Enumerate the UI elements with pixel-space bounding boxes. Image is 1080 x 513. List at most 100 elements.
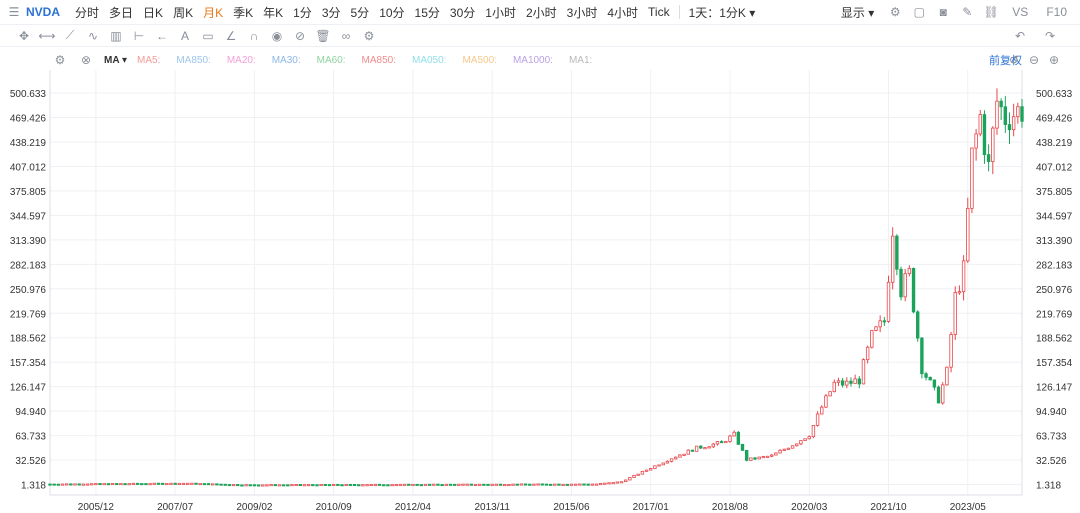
candle-body <box>181 482 186 485</box>
candle-body <box>465 483 469 486</box>
x-tick-label: 2007/07 <box>157 502 194 513</box>
candle-body <box>1003 106 1008 125</box>
period-15[interactable]: 3小时 <box>566 5 598 20</box>
ma-item-0: MA5: <box>137 54 161 66</box>
symbol-label[interactable]: NVDA <box>26 5 61 19</box>
display-dropdown[interactable]: 显示 ▾ <box>840 5 875 20</box>
candle-body <box>160 482 165 485</box>
period-9[interactable]: 5分 <box>350 5 370 20</box>
ma-item-9: MA1: <box>568 54 593 66</box>
comment-tool-icon[interactable]: ▭ <box>202 28 214 43</box>
period-12[interactable]: 30分 <box>449 5 476 20</box>
candle-body <box>886 281 891 322</box>
candlestick-chart[interactable]: 1.318 32.526 63.733 94.940 126.147 157.354 188… <box>0 70 1080 513</box>
period-0[interactable]: 分时 <box>75 5 100 20</box>
layout-icon[interactable]: ▢ <box>913 5 925 19</box>
menu-icon[interactable]: ☰ <box>8 5 20 19</box>
settings-icon[interactable]: ⚙ <box>889 5 901 19</box>
candle-body <box>369 483 373 486</box>
period-4[interactable]: 月K <box>203 5 224 20</box>
period-11[interactable]: 15分 <box>414 5 440 20</box>
candle-body <box>978 114 982 135</box>
candle-body <box>331 483 336 486</box>
indicator-name[interactable]: MA ▾ <box>104 54 127 66</box>
zoom-in-icon[interactable]: ⊕ <box>1048 53 1060 67</box>
candle-body <box>828 391 832 397</box>
candle-body <box>223 483 227 486</box>
draw-icon[interactable]: ✎ <box>962 5 973 19</box>
period-17[interactable]: Tick <box>648 5 670 19</box>
candle-body <box>219 483 223 486</box>
arrow-tool-icon[interactable]: ← <box>156 28 168 43</box>
indicator-close-icon[interactable]: ⊗ <box>80 53 92 67</box>
candle-body <box>803 438 807 441</box>
candle-body <box>757 456 761 460</box>
polyline-tool-icon[interactable]: ⟋ <box>65 28 75 42</box>
candle-body <box>319 483 323 486</box>
candle-body <box>490 483 494 486</box>
candle-body <box>419 484 423 487</box>
period-14[interactable]: 2小时 <box>525 5 557 20</box>
f10-button[interactable]: F10 <box>1046 5 1067 19</box>
candle-body <box>52 483 56 486</box>
candle-body <box>740 443 745 451</box>
link-tool-icon[interactable]: ∞ <box>341 28 351 43</box>
candle-body <box>315 484 319 487</box>
candle-body <box>649 468 653 471</box>
hide-icon[interactable]: ⊘ <box>294 28 306 43</box>
candle-body <box>953 292 957 335</box>
trash-icon[interactable]: 🗑 <box>315 28 331 43</box>
ma-item-5: MA850: <box>361 54 396 66</box>
tool-settings-icon[interactable]: ⚙ <box>363 28 375 43</box>
period-16[interactable]: 4小时 <box>607 5 639 20</box>
ma-item-1: MA850: <box>176 54 211 66</box>
zoom-out-icon[interactable]: ⊖ <box>1028 53 1040 67</box>
x-tick-label: 2009/02 <box>236 502 273 513</box>
redo-icon[interactable]: ↷ <box>1044 28 1056 43</box>
candle-body <box>286 484 290 487</box>
measure-tool-icon[interactable]: ▥ <box>110 28 122 43</box>
link-icon[interactable]: ⛓ <box>983 5 999 19</box>
range-tool-icon[interactable]: ⊢ <box>133 28 145 43</box>
period-7[interactable]: 1分 <box>293 5 312 20</box>
period-6[interactable]: 年K <box>263 5 284 20</box>
candle-body <box>924 373 928 378</box>
candle-body <box>1016 106 1020 118</box>
eye-icon[interactable]: ◉ <box>271 28 283 43</box>
range-select[interactable]: 1天：1分K ▾ <box>688 5 756 20</box>
period-10[interactable]: 10分 <box>379 5 405 20</box>
candle-body <box>586 483 590 486</box>
period-3[interactable]: 周K <box>173 5 194 20</box>
period-8[interactable]: 3分 <box>321 5 341 20</box>
candle-body <box>302 484 307 487</box>
ma-item-4: MA60: <box>316 54 346 66</box>
period-1[interactable]: 多日 <box>109 5 134 20</box>
candle-body <box>632 474 636 478</box>
x-tick-label: 2005/12 <box>78 502 115 513</box>
line-tool-icon[interactable]: ⟷ <box>38 28 56 43</box>
period-5[interactable]: 季K <box>233 5 254 20</box>
camera-icon[interactable]: ◙ <box>939 5 947 19</box>
candle-body <box>507 484 511 487</box>
candle-body <box>169 482 173 485</box>
candle-body <box>715 441 720 445</box>
period-13[interactable]: 1小时 <box>485 5 516 20</box>
vs-button[interactable]: VS <box>1012 5 1029 19</box>
candle-body <box>252 484 257 487</box>
ma-item-6: MA050: <box>412 54 447 66</box>
wave-tool-icon[interactable]: ∿ <box>87 28 99 43</box>
undo-icon[interactable]: ↶ <box>1014 28 1026 43</box>
magnet-icon[interactable]: ∩ <box>249 28 259 43</box>
indicator-row: ⚙ ⊗ MA ▾ MA5: MA850: MA20: MA30: MA60: MA850:… <box>52 51 1062 69</box>
indicator-settings-icon[interactable]: ⚙ <box>54 53 66 67</box>
text-tool-icon[interactable]: A <box>180 28 189 43</box>
crosshair-icon[interactable]: ✥ <box>18 28 30 43</box>
period-2[interactable]: 日K <box>143 5 164 20</box>
y-tick-label: 219.769 <box>1036 309 1073 320</box>
y-tick-label: 469.426 <box>10 113 47 124</box>
angle-tool-icon[interactable]: ∠ <box>225 28 237 43</box>
reset-icon[interactable]: ↺ <box>1008 53 1020 67</box>
adjust-mode[interactable]: 前复权 <box>989 55 1022 67</box>
candle-body <box>719 441 724 444</box>
candle-body <box>669 458 674 462</box>
